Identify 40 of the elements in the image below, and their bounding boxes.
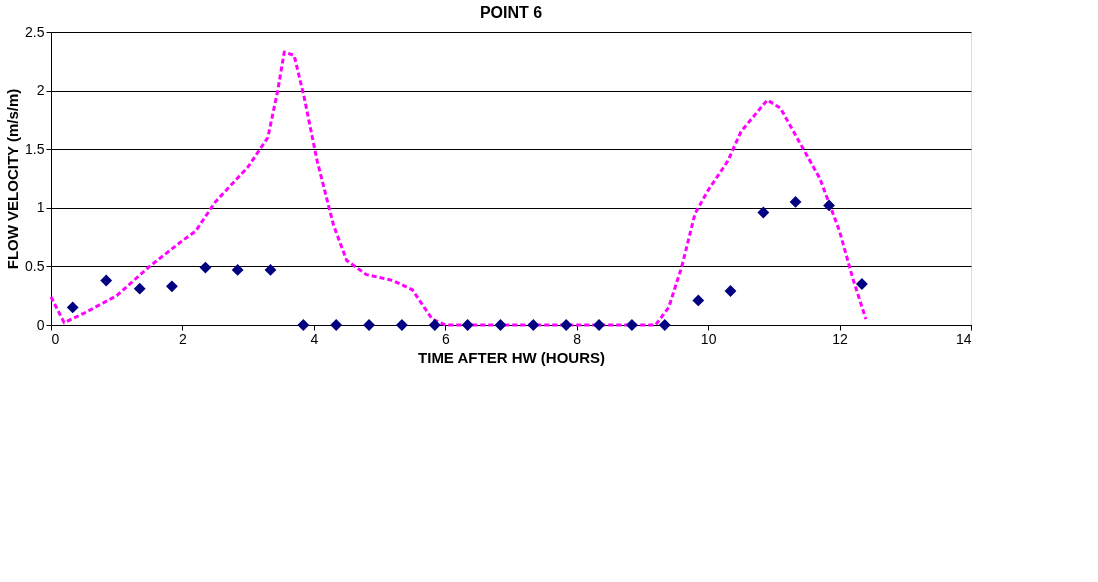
x-tick-label: 12	[832, 330, 849, 347]
x-tick-label: 6	[441, 330, 450, 347]
y-tick-label: 2	[36, 82, 45, 99]
y-tick-label: 1.5	[25, 140, 45, 157]
chart-title: POINT 6	[479, 4, 543, 21]
point	[66, 301, 79, 314]
point	[757, 206, 770, 219]
point	[396, 319, 408, 331]
point	[724, 285, 737, 297]
point	[100, 274, 113, 287]
point	[626, 319, 638, 331]
point	[658, 319, 671, 331]
point	[789, 196, 802, 208]
x-tick-label: 14	[955, 330, 972, 347]
x-tick-label: 4	[310, 330, 319, 347]
point	[231, 264, 244, 276]
point	[166, 280, 178, 293]
x-tick-label: 8	[573, 330, 582, 347]
x-tick-label: 0	[51, 330, 60, 347]
y-tick-label: 0.5	[25, 257, 45, 274]
y-tick-label: 0	[36, 316, 45, 333]
x-tick-label: 10	[700, 330, 717, 347]
point	[330, 319, 343, 331]
point	[692, 294, 705, 307]
y-tick-label: 2.5	[25, 23, 45, 40]
point	[494, 319, 507, 331]
point	[823, 199, 835, 212]
y-axis-title: FLOW VELOCITY (m/s/m)	[4, 88, 22, 270]
x-tick-label: 2	[179, 330, 188, 347]
y-tick-label: 1	[36, 199, 45, 216]
point	[428, 319, 441, 331]
point	[856, 278, 868, 290]
point	[560, 319, 573, 331]
point	[264, 264, 277, 276]
point	[133, 282, 146, 295]
point	[199, 261, 212, 274]
point	[297, 319, 310, 331]
point	[527, 319, 540, 331]
x-axis-title: TIME AFTER HW (HOURS)	[418, 348, 605, 366]
point	[461, 319, 474, 331]
